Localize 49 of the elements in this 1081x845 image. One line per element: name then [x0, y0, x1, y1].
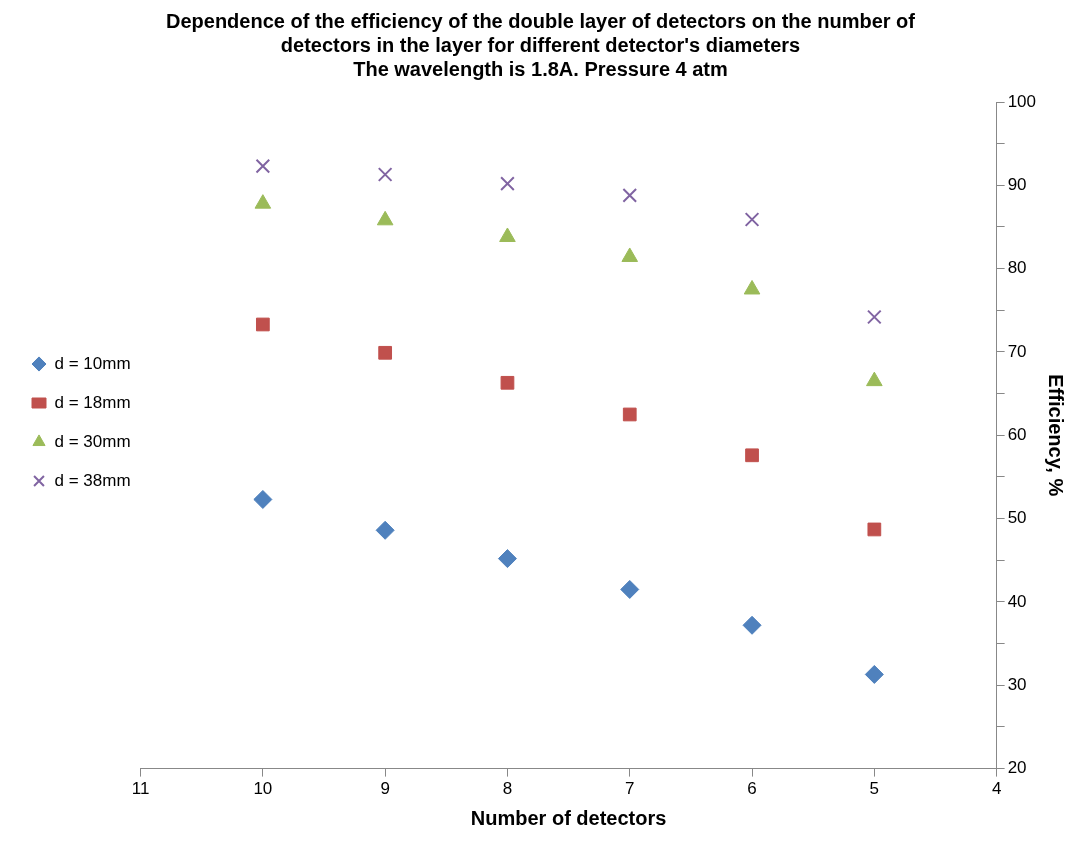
point [744, 212, 760, 227]
x-tick-label: 10 [253, 779, 273, 799]
x-tick-label: 11 [131, 779, 150, 799]
point [866, 309, 882, 325]
point [743, 279, 761, 295]
point [500, 375, 515, 390]
x-tick-label: 7 [625, 779, 635, 799]
point [253, 489, 273, 509]
point [866, 371, 883, 387]
x-axis-title: Number of detectors [470, 806, 667, 829]
x-tick-label: 5 [869, 779, 880, 799]
y-tick-label: 20 [1007, 758, 1027, 778]
y-tick-label: 100 [1007, 91, 1037, 111]
point [500, 176, 515, 192]
point [745, 448, 759, 463]
y-tick-label: 90 [1007, 175, 1027, 195]
legend-label: d = 10mm [54, 353, 131, 373]
point [255, 317, 270, 332]
point [378, 345, 393, 360]
y-tick-label: 60 [1007, 424, 1027, 444]
chart-title: Dependence of the efficiency of the double layer of detectors on the number of detectors in the layer for different detector's diameters [166, 9, 916, 56]
point [255, 158, 271, 174]
point [864, 664, 884, 684]
point [376, 210, 394, 226]
point [620, 579, 640, 599]
y-tick-label: 70 [1007, 341, 1027, 361]
legend-label: d = 38mm [54, 470, 131, 490]
legend-label: d = 18mm [54, 392, 131, 412]
y-tick-label: 80 [1007, 258, 1027, 278]
y-tick-label: 50 [1007, 508, 1027, 528]
x-tick-label: 4 [991, 779, 1002, 799]
point [622, 407, 637, 422]
x-tick-label: 8 [502, 779, 513, 799]
point [497, 549, 517, 569]
point [377, 167, 393, 182]
legend-label: d = 30mm [54, 431, 131, 451]
x-tick-label: 9 [380, 779, 390, 799]
point [621, 247, 639, 262]
point [499, 227, 516, 242]
y-tick-label: 30 [1007, 674, 1027, 694]
point [375, 520, 395, 540]
y-axis-title: Efficiency, % [1045, 374, 1068, 497]
point [867, 522, 882, 537]
x-tick-label: 6 [747, 779, 757, 799]
chart-subtitle: The wavelength is 1.8A. Pressure 4 atm [353, 57, 728, 80]
point [742, 615, 762, 635]
point [622, 187, 638, 203]
y-tick-label: 40 [1007, 591, 1027, 611]
point [254, 194, 272, 209]
